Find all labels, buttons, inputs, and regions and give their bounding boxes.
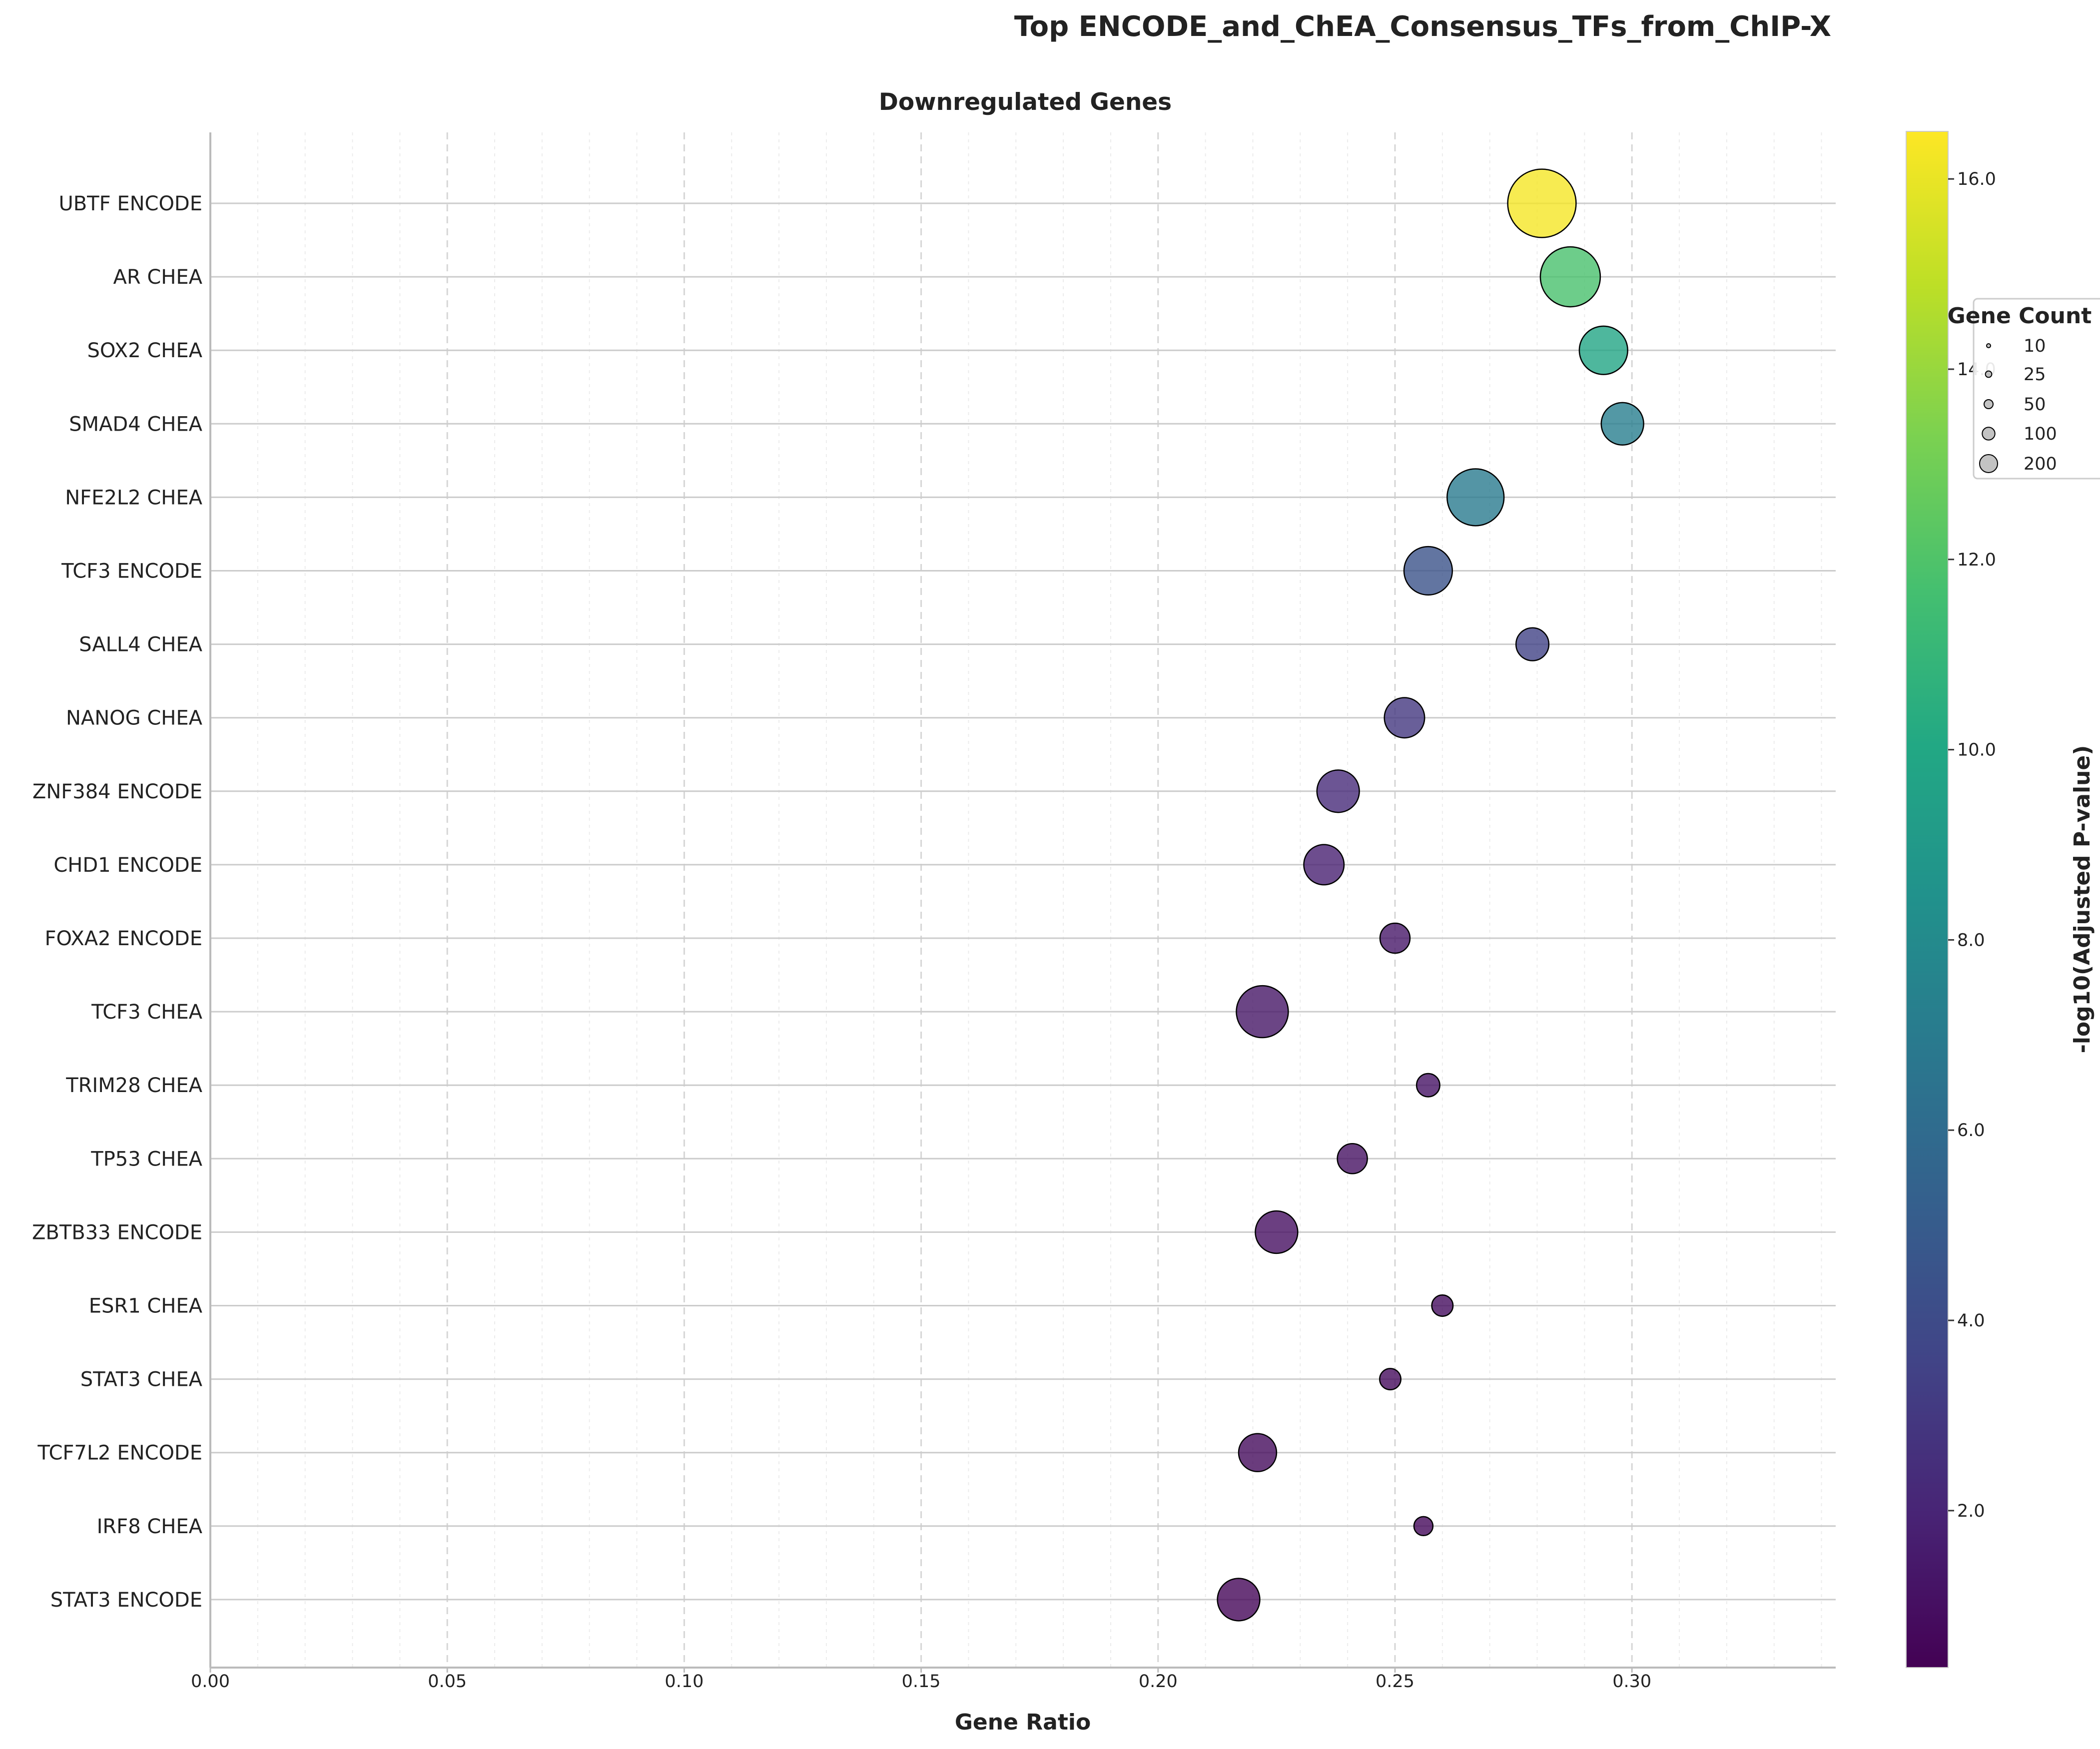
data-point <box>1316 769 1360 813</box>
colorbar-label: -log10(Adjusted P-value) <box>2070 745 2095 1054</box>
data-points <box>1217 168 1644 1622</box>
size-legend: Gene Count 10 25 50 100 200 <box>1948 298 2100 480</box>
colorbar-tick-label: 6.0 <box>1957 1121 1985 1141</box>
legend-size-label: 200 <box>2024 454 2057 474</box>
y-tick-label: ESR1 CHEA <box>89 1295 203 1318</box>
data-point <box>1515 627 1550 661</box>
data-point <box>1539 246 1601 308</box>
data-point <box>1255 1210 1299 1254</box>
data-point <box>1413 1516 1434 1537</box>
y-tick-label: ZNF384 ENCODE <box>32 780 202 803</box>
data-point <box>1446 468 1505 527</box>
colorbar-tick-label: 12.0 <box>1957 550 1996 570</box>
y-tick-label: TRIM28 CHEA <box>65 1074 202 1097</box>
legend-size-marker <box>1984 399 1994 409</box>
y-tick-label: FOXA2 ENCODE <box>44 927 202 950</box>
y-tick-label: CHD1 ENCODE <box>53 854 202 877</box>
y-tick-label: NFE2L2 CHEA <box>65 486 202 509</box>
x-tick-label: 0.25 <box>1376 1672 1414 1692</box>
x-tick-labels: 0.00 0.05 0.10 0.15 0.20 0.25 0.30 <box>191 1668 1651 1692</box>
data-point <box>1379 922 1411 954</box>
data-point <box>1236 985 1289 1039</box>
colorbar-tick-label: 8.0 <box>1957 930 1985 950</box>
y-tick-label: TCF3 CHEA <box>91 1001 202 1024</box>
data-point <box>1379 1368 1401 1391</box>
y-tick-label: SOX2 CHEA <box>87 339 202 362</box>
y-tick-label: SALL4 CHEA <box>79 633 203 656</box>
legend-size-label: 100 <box>2024 424 2057 444</box>
y-tick-label: TP53 CHEA <box>90 1148 202 1170</box>
y-tick-label: STAT3 ENCODE <box>50 1589 202 1612</box>
x-tick-label: 0.20 <box>1139 1672 1178 1692</box>
legend-size-label: 10 <box>2024 336 2046 356</box>
y-tick-label: TCF3 ENCODE <box>61 560 202 583</box>
y-tick-label: STAT3 CHEA <box>80 1368 203 1391</box>
colorbar-tick-label: 16.0 <box>1957 169 1996 189</box>
legend-size-marker <box>1979 454 1998 473</box>
chart-title: Top ENCODE_and_ChEA_Consensus_TFs_from_C… <box>1014 10 1831 43</box>
data-point <box>1238 1433 1278 1472</box>
data-point <box>1337 1143 1368 1174</box>
y-tick-labels: UBTF ENCODE AR CHEA SOX2 CHEA SMAD4 CHEA NFE… <box>32 192 203 1612</box>
y-tick-label: AR CHEA <box>113 266 202 289</box>
data-point <box>1403 546 1453 596</box>
colorbar-tick-label: 4.0 <box>1957 1311 1985 1331</box>
data-point <box>1384 697 1425 739</box>
legend-title: Gene Count <box>1948 303 2092 329</box>
data-point <box>1578 325 1628 375</box>
data-point <box>1431 1294 1454 1317</box>
data-point <box>1600 402 1644 446</box>
x-tick-label: 0.10 <box>665 1672 703 1692</box>
grid-lines <box>210 132 1836 1668</box>
legend-size-marker <box>1986 343 1992 349</box>
y-tick-label: ZBTB33 ENCODE <box>32 1221 202 1244</box>
y-tick-label: UBTF ENCODE <box>58 192 202 215</box>
data-point <box>1217 1578 1261 1622</box>
colorbar-gradient <box>1906 131 1949 1668</box>
data-point <box>1507 168 1577 238</box>
y-tick-label: TCF7L2 ENCODE <box>37 1442 202 1465</box>
legend-size-label: 25 <box>2024 365 2046 385</box>
x-axis-label: Gene Ratio <box>955 1710 1091 1735</box>
data-point <box>1303 844 1345 886</box>
y-tick-label: IRF8 CHEA <box>97 1515 203 1538</box>
x-tick-label: 0.00 <box>191 1672 230 1692</box>
x-tick-label: 0.05 <box>428 1672 467 1692</box>
x-tick-label: 0.30 <box>1612 1672 1651 1692</box>
chart-subtitle: Downregulated Genes <box>879 88 1172 116</box>
y-tick-label: NANOG CHEA <box>66 707 203 730</box>
legend-box <box>1973 298 2100 480</box>
legend-size-label: 50 <box>2024 395 2046 415</box>
y-tick-label: SMAD4 CHEA <box>69 413 203 436</box>
data-point <box>1415 1073 1440 1098</box>
legend-size-marker <box>1985 370 1993 378</box>
colorbar-tick-label: 10.0 <box>1957 740 1996 760</box>
legend-size-marker <box>1982 427 1996 441</box>
colorbar-tick-label: 2.0 <box>1957 1501 1985 1521</box>
x-tick-label: 0.15 <box>902 1672 941 1692</box>
